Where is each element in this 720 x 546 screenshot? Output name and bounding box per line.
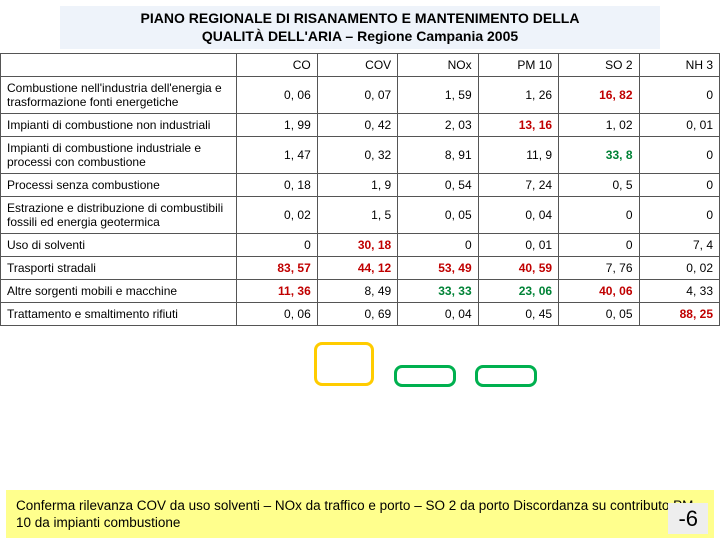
cell-value: 0, 02 (639, 257, 720, 280)
table-row: Impianti di combustione non industriali1… (1, 114, 720, 137)
cell-value: 0, 01 (478, 234, 558, 257)
table-row: Combustione nell'industria dell'energia … (1, 77, 720, 114)
cell-value: 23, 06 (478, 280, 558, 303)
cell-value: 0 (559, 234, 639, 257)
cell-value: 88, 25 (639, 303, 720, 326)
cell-value: 0, 42 (317, 114, 397, 137)
cell-value: 0, 54 (398, 174, 478, 197)
cell-value: 0, 18 (237, 174, 317, 197)
cell-value: 0 (639, 174, 720, 197)
cell-value: 0 (237, 234, 317, 257)
cell-value: 0 (559, 197, 639, 234)
highlight-ring (394, 365, 456, 387)
slide-title: PIANO REGIONALE DI RISANAMENTO E MANTENI… (60, 6, 660, 49)
table-row: Uso di solventi030, 1800, 0107, 4 (1, 234, 720, 257)
table-row: Impianti di combustione industriale e pr… (1, 137, 720, 174)
cell-value: 16, 82 (559, 77, 639, 114)
cell-value: 0, 05 (398, 197, 478, 234)
cell-value: 1, 26 (478, 77, 558, 114)
cell-value: 1, 47 (237, 137, 317, 174)
cell-value: 7, 4 (639, 234, 720, 257)
cell-value: 0 (398, 234, 478, 257)
cell-value: 1, 99 (237, 114, 317, 137)
cell-value: 7, 24 (478, 174, 558, 197)
row-label: Altre sorgenti mobili e macchine (1, 280, 237, 303)
row-label: Trasporti stradali (1, 257, 237, 280)
cell-value: 0 (639, 197, 720, 234)
row-label: Uso di solventi (1, 234, 237, 257)
table-row: Processi senza combustione0, 181, 90, 54… (1, 174, 720, 197)
footer-note: Conferma rilevanza COV da uso solventi –… (6, 490, 714, 538)
col-header: PM 10 (478, 54, 558, 77)
highlight-ring (314, 342, 374, 386)
cell-value: 0, 05 (559, 303, 639, 326)
cell-value: 8, 91 (398, 137, 478, 174)
table-row: Altre sorgenti mobili e macchine11, 368,… (1, 280, 720, 303)
table-row: Estrazione e distribuzione di combustibi… (1, 197, 720, 234)
cell-value: 33, 8 (559, 137, 639, 174)
col-header: CO (237, 54, 317, 77)
cell-value: 0 (639, 137, 720, 174)
cell-value: 1, 59 (398, 77, 478, 114)
cell-value: 11, 9 (478, 137, 558, 174)
col-header: COV (317, 54, 397, 77)
cell-value: 0, 01 (639, 114, 720, 137)
cell-value: 0, 04 (398, 303, 478, 326)
title-line-2: QUALITÀ DELL'ARIA – Regione Campania 200… (202, 28, 518, 44)
cell-value: 1, 5 (317, 197, 397, 234)
footer-text: Conferma rilevanza COV da uso solventi –… (16, 498, 693, 530)
cell-value: 53, 49 (398, 257, 478, 280)
cell-value: 0, 06 (237, 303, 317, 326)
cell-value: 8, 49 (317, 280, 397, 303)
cell-value: 1, 02 (559, 114, 639, 137)
cell-value: 44, 12 (317, 257, 397, 280)
cell-value: 33, 33 (398, 280, 478, 303)
cell-value: 0, 5 (559, 174, 639, 197)
cell-value: 2, 03 (398, 114, 478, 137)
col-header: NH 3 (639, 54, 720, 77)
cell-value: 0, 04 (478, 197, 558, 234)
cell-value: 0, 07 (317, 77, 397, 114)
row-label: Processi senza combustione (1, 174, 237, 197)
table-row: Trattamento e smaltimento rifiuti0, 060,… (1, 303, 720, 326)
cell-value: 13, 16 (478, 114, 558, 137)
row-label: Estrazione e distribuzione di combustibi… (1, 197, 237, 234)
row-label: Trattamento e smaltimento rifiuti (1, 303, 237, 326)
cell-value: 7, 76 (559, 257, 639, 280)
row-label: Impianti di combustione non industriali (1, 114, 237, 137)
col-header: NOx (398, 54, 478, 77)
cell-value: 40, 06 (559, 280, 639, 303)
cell-value: 11, 36 (237, 280, 317, 303)
row-label: Impianti di combustione industriale e pr… (1, 137, 237, 174)
cell-value: 0, 06 (237, 77, 317, 114)
row-label: Combustione nell'industria dell'energia … (1, 77, 237, 114)
emissions-table: CO COV NOx PM 10 SO 2 NH 3 Combustione n… (0, 53, 720, 326)
cell-value: 83, 57 (237, 257, 317, 280)
cell-value: 0, 69 (317, 303, 397, 326)
header-empty (1, 54, 237, 77)
page-number: -6 (668, 503, 708, 535)
table-row: Trasporti stradali83, 5744, 1253, 4940, … (1, 257, 720, 280)
title-line-1: PIANO REGIONALE DI RISANAMENTO E MANTENI… (141, 10, 580, 26)
table-header-row: CO COV NOx PM 10 SO 2 NH 3 (1, 54, 720, 77)
cell-value: 4, 33 (639, 280, 720, 303)
cell-value: 0 (639, 77, 720, 114)
cell-value: 40, 59 (478, 257, 558, 280)
cell-value: 0, 45 (478, 303, 558, 326)
col-header: SO 2 (559, 54, 639, 77)
cell-value: 30, 18 (317, 234, 397, 257)
cell-value: 0, 32 (317, 137, 397, 174)
cell-value: 1, 9 (317, 174, 397, 197)
cell-value: 0, 02 (237, 197, 317, 234)
highlight-ring (475, 365, 537, 387)
